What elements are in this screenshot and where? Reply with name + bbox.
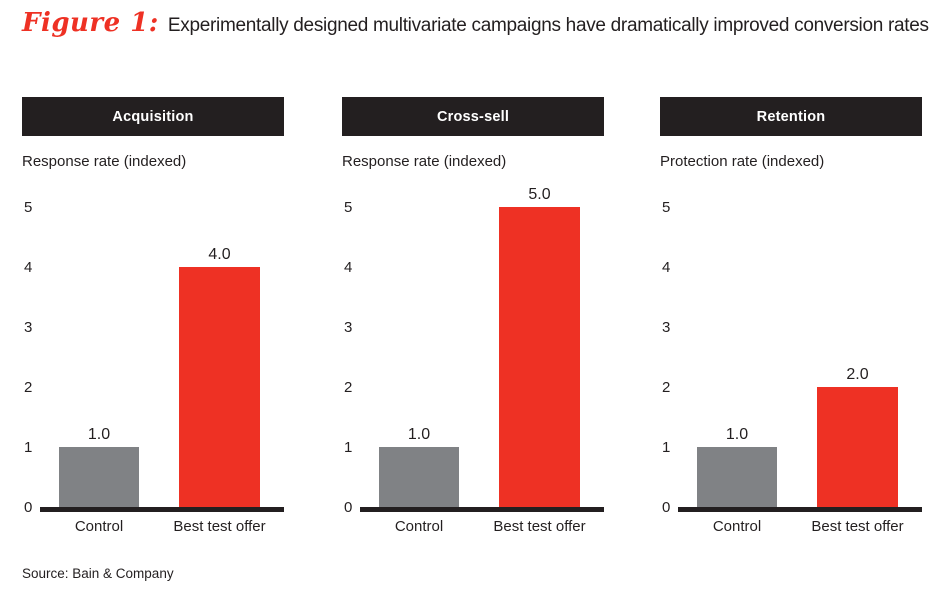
y-axis-tick-label: 1 [24,439,33,456]
y-axis-tick-label: 2 [24,379,33,396]
panel-title: Cross-sell [436,108,510,125]
y-axis-tick-label: 0 [662,499,671,516]
bar-best-test-offer [179,267,260,507]
bar-value-label: 1.0 [87,426,111,443]
y-axis-tick-label: 3 [24,319,33,336]
y-axis-tick-label: 1 [662,439,671,456]
x-axis-line [360,507,604,512]
bar-control [697,447,777,507]
figure-title: Figure 1: Experimentally designed multiva… [22,8,936,38]
bar-control [379,447,459,507]
bar-value-label: 1.0 [407,426,431,443]
y-axis-tick-label: 4 [662,259,671,276]
x-axis-line [40,507,284,512]
y-axis-tick-label: 5 [344,199,353,216]
x-axis-category-label: Control [74,518,124,535]
figure-label: Figure 1: [22,8,159,38]
panel-title: Acquisition [112,108,194,125]
y-axis-tick-label: 5 [24,199,33,216]
chart-panel-cross-sell: Cross-sell Response rate (indexed) 0 1 2 3 4… [342,97,604,540]
x-axis-category-label: Best test offer [493,518,586,535]
bar-value-label: 1.0 [725,426,749,443]
y-axis-tick-label: 3 [344,319,353,336]
y-axis-tick-label: 2 [662,379,671,396]
chart-panel-acquisition: Acquisition Response rate (indexed) 0 1 2 3… [22,97,284,540]
plot-area: 0 1 2 3 4 5 1.0 Control 2.0 Best test offer [660,172,922,540]
panel-header: Acquisition [22,97,284,136]
y-axis-tick-label: 4 [344,259,353,276]
y-axis-title: Protection rate (indexed) [660,153,825,170]
bar-value-label: 5.0 [528,186,551,203]
chart-panel-retention: Retention Protection rate (indexed) 0 1 2 3… [660,97,922,540]
x-axis-category-label: Control [394,518,444,535]
bar-best-test-offer [499,207,580,507]
bar-value-label: 2.0 [846,366,869,383]
y-axis-tick-label: 1 [344,439,353,456]
panel-header: Retention [660,97,922,136]
panel-header: Cross-sell [342,97,604,136]
bar-best-test-offer [817,387,898,507]
y-axis-tick-label: 3 [662,319,671,336]
x-axis-category-label: Best test offer [811,518,904,535]
x-axis-line [678,507,922,512]
y-axis-tick-label: 4 [24,259,33,276]
plot-area: 0 1 2 3 4 5 1.0 Control 5.0 Best test offer [342,172,604,540]
y-axis-title: Response rate (indexed) [342,153,507,170]
bar-control [59,447,139,507]
x-axis-category-label: Best test offer [173,518,266,535]
y-axis-tick-label: 2 [344,379,353,396]
bar-value-label: 4.0 [208,246,231,263]
y-axis-tick-label: 0 [344,499,353,516]
y-axis-tick-label: 5 [662,199,671,216]
plot-area: 0 1 2 3 4 5 1.0 Control 4.0 Best test offer [22,172,284,540]
y-axis-title: Response rate (indexed) [22,153,187,170]
x-axis-category-label: Control [712,518,762,535]
y-axis-tick-label: 0 [24,499,33,516]
figure-title-text: Experimentally designed multivariate cam… [167,15,929,36]
panel-title: Retention [756,108,826,125]
source-text: Source: Bain & Company [22,566,174,581]
